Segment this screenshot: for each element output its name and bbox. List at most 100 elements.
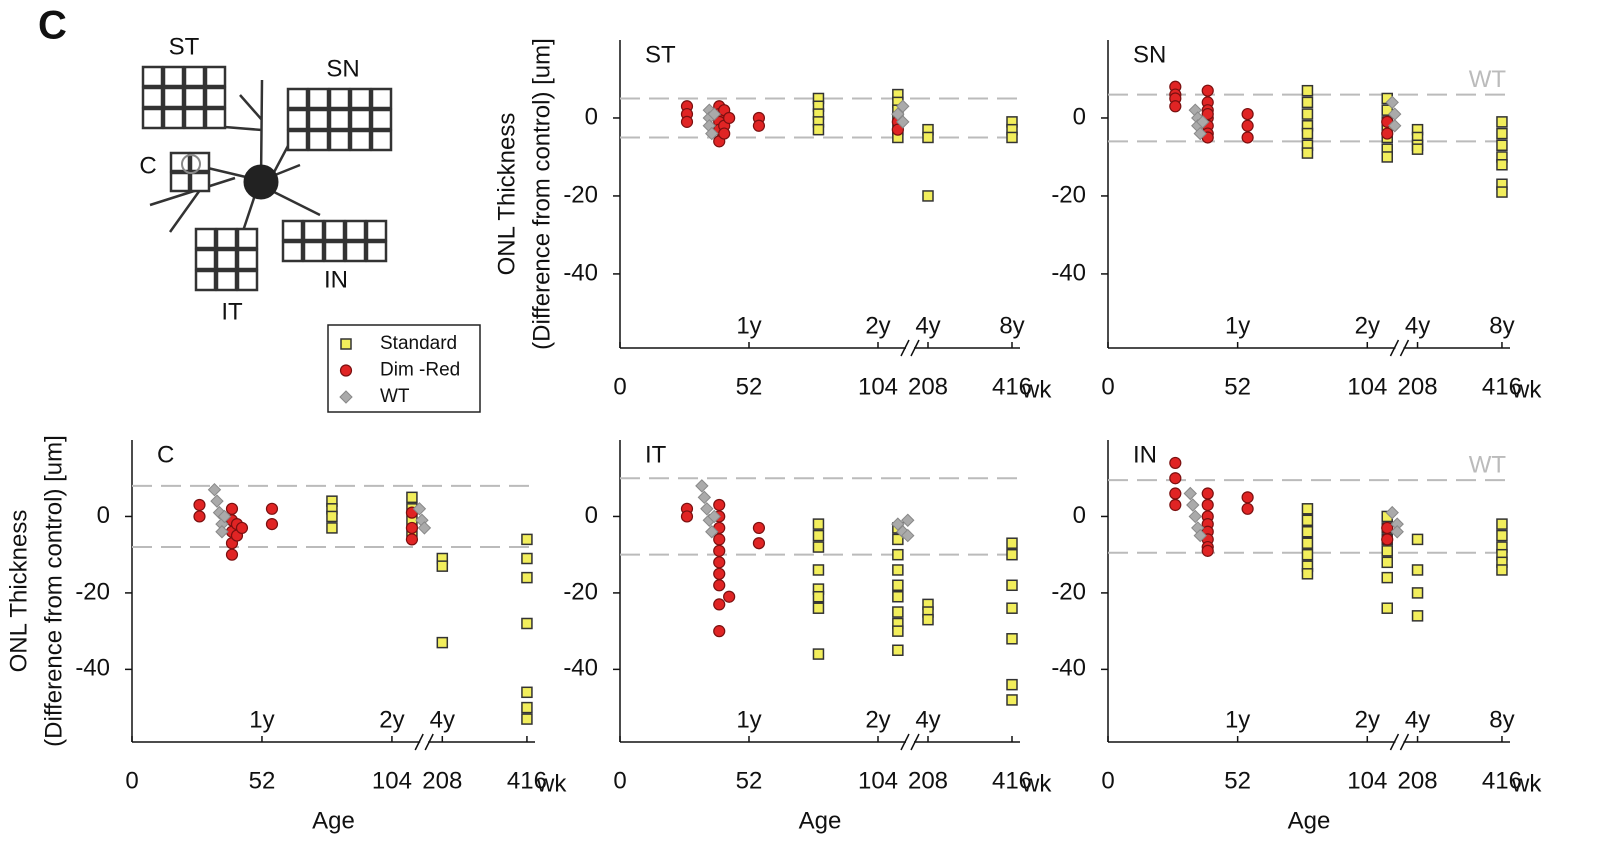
point: [1381, 602, 1393, 614]
point: [1301, 127, 1314, 140]
point: [1201, 487, 1214, 500]
axis-break: [900, 339, 920, 357]
x-annotation: 2y: [1355, 706, 1380, 733]
point: [896, 99, 910, 113]
point: [723, 590, 736, 603]
point: [1188, 509, 1202, 524]
diagram-cell: [307, 129, 330, 152]
axis-break-gap: [1395, 739, 1404, 745]
point: [1496, 564, 1508, 576]
series: WT: [207, 482, 432, 539]
axis-break-gap: [906, 739, 914, 745]
point: [406, 491, 418, 504]
point: [1006, 678, 1018, 691]
point: [1411, 564, 1424, 576]
diagram-cell: [215, 227, 238, 250]
point: [1385, 95, 1399, 110]
point: [812, 590, 825, 603]
x-tick-label: 52: [736, 767, 763, 794]
point: [1301, 503, 1314, 515]
point: [922, 131, 934, 144]
x-unit: wk: [1021, 770, 1052, 797]
point: [1301, 147, 1314, 159]
diagram-cell: [281, 219, 304, 242]
y-tick-label: -40: [1051, 655, 1086, 682]
diagram-cell: [194, 248, 217, 271]
point: [1496, 139, 1508, 152]
axis-break-gap: [1395, 345, 1404, 351]
point: [1496, 518, 1508, 530]
panel-title: C: [157, 441, 174, 468]
diagram-label: ST: [169, 33, 200, 60]
y-tick-label: 0: [585, 103, 598, 130]
series: WT: [1188, 95, 1402, 141]
point: [1301, 537, 1314, 549]
diagram-cell: [141, 107, 164, 130]
point: [812, 518, 825, 530]
point: [892, 606, 904, 618]
point: [1381, 127, 1394, 140]
point: [521, 686, 533, 699]
series: Dim -Red: [680, 498, 766, 638]
point: [713, 556, 726, 569]
x-annotation: 2y: [865, 706, 890, 733]
point: [901, 513, 915, 527]
point: [1381, 545, 1393, 557]
point: [193, 498, 206, 512]
diagram-cell: [370, 108, 393, 131]
panel-title: ST: [645, 41, 676, 68]
point: [752, 537, 766, 550]
point: [1006, 579, 1018, 592]
point: [1496, 529, 1508, 542]
point: [812, 648, 825, 660]
x-axis-label: Age: [799, 807, 842, 834]
panel-title: IN: [1133, 441, 1157, 468]
series: Dim -Red: [193, 498, 419, 561]
point: [695, 479, 709, 493]
point: [1196, 115, 1210, 129]
point: [235, 521, 249, 535]
legend-marker: [339, 364, 353, 377]
point: [521, 713, 533, 725]
point: [521, 617, 533, 630]
diagram-cell: [328, 129, 351, 152]
diagram-cell: [328, 108, 351, 131]
x-annotation: 8y: [1489, 706, 1514, 733]
point: [1169, 498, 1182, 512]
series: WT: [1183, 486, 1404, 543]
point: [680, 115, 694, 128]
series: Standard: [326, 491, 533, 725]
point: [713, 533, 726, 546]
x-annotation: 1y: [736, 312, 761, 339]
x-annotation: 1y: [736, 706, 761, 733]
diagram-label: IN: [324, 266, 348, 293]
point: [436, 560, 449, 572]
diagram-cell: [162, 65, 185, 88]
point: [705, 126, 719, 141]
reference-label: WT: [1469, 66, 1507, 93]
diagram-cell: [323, 240, 346, 263]
diagram-cell: [365, 240, 388, 263]
point: [210, 494, 224, 508]
legend-label: Standard: [380, 333, 457, 354]
point: [417, 521, 432, 535]
point: [901, 528, 915, 543]
point: [892, 533, 904, 546]
panel-title: IT: [645, 441, 667, 468]
x-tick-label: 416: [1482, 373, 1522, 400]
diagram-cell: [286, 87, 309, 110]
x-tick-label: 104: [1347, 373, 1387, 400]
diagram-cell: [204, 65, 227, 88]
point: [713, 567, 726, 580]
neuron-diagram: [141, 65, 393, 292]
diagram-cell: [215, 248, 238, 271]
point: [1301, 84, 1314, 97]
point: [1411, 610, 1424, 622]
point: [891, 107, 905, 121]
x-tick-label: 0: [1101, 767, 1114, 794]
diagram-label: C: [139, 152, 156, 179]
point: [1201, 498, 1214, 512]
point: [1201, 107, 1214, 121]
diagram-cell: [141, 65, 164, 88]
